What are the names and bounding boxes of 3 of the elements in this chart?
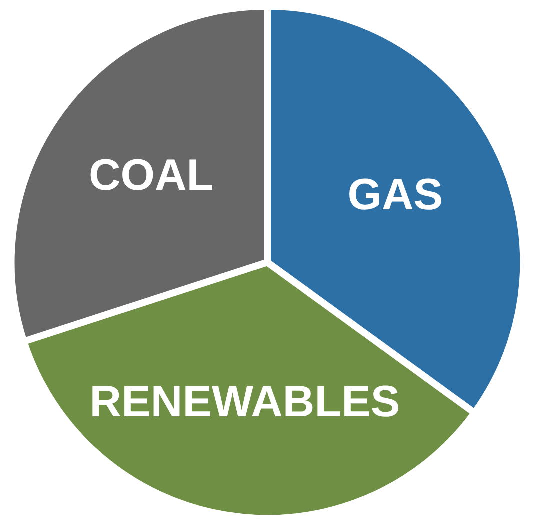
slice-label: COAL xyxy=(88,151,214,200)
slice-label: RENEWABLES xyxy=(90,378,400,427)
slice-label: GAS xyxy=(348,170,444,220)
